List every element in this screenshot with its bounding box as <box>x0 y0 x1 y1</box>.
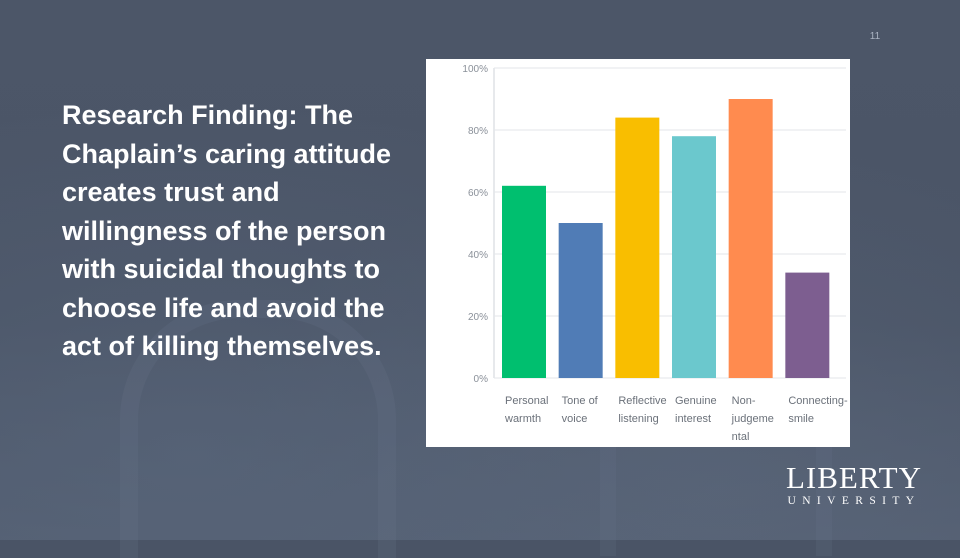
bar-chart: 0% 20% 40% 60% 80% 100% Personal warmth Tone of v… <box>426 59 850 447</box>
x-tick-label: Non- <box>732 395 756 407</box>
x-tick-label: Reflective <box>618 395 666 407</box>
x-tick-label: Genuine <box>675 395 717 407</box>
x-tick-label: warmth <box>504 413 541 425</box>
y-tick-label: 100% <box>462 64 488 75</box>
y-tick-label: 40% <box>468 250 488 261</box>
liberty-university-logo: LIBERTY UNIVERSITY <box>783 462 925 508</box>
y-tick-label: 20% <box>468 312 488 323</box>
logo-line-2: UNIVERSITY <box>787 495 921 507</box>
x-tick-label: voice <box>562 413 588 425</box>
y-tick-label: 80% <box>468 126 488 137</box>
y-tick-label: 60% <box>468 188 488 199</box>
y-tick-label: 0% <box>474 374 489 385</box>
x-tick-label: ntal <box>732 431 750 443</box>
x-tick-label: Tone of <box>562 395 599 407</box>
x-tick-label: interest <box>675 413 711 425</box>
bar-chart-svg: 0% 20% 40% 60% 80% 100% Personal warmth Tone of v… <box>462 64 848 443</box>
bar <box>502 185 546 378</box>
x-tick-label: judgeme <box>731 413 774 425</box>
slide-number: 11 <box>869 31 881 42</box>
bar <box>615 117 660 378</box>
logo-line-1: LIBERTY <box>785 460 922 495</box>
bar <box>728 99 773 378</box>
x-tick-label: Personal <box>505 395 548 407</box>
x-tick-label: listening <box>618 413 658 425</box>
x-tick-label: Connecting- <box>788 395 848 407</box>
bar <box>672 136 716 378</box>
slide-body-text: Research Finding: The Chaplain’s caring … <box>62 100 392 361</box>
x-tick-label: smile <box>788 413 814 425</box>
bar <box>785 272 830 378</box>
bar <box>558 223 603 378</box>
